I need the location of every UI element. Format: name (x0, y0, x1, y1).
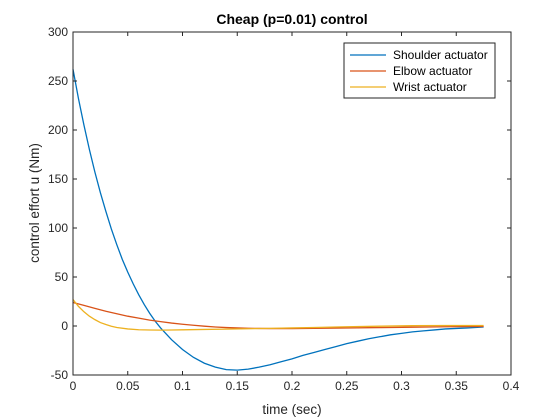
ticks-layer: 0 0.05 0.1 0.15 0.2 0.25 0.3 0.35 0.4-5005010015… (48, 25, 520, 393)
y-axis-label: control effort u (Nm) (27, 143, 42, 263)
x-tick-label: 0 (70, 379, 77, 393)
series-line-3 (72, 299, 484, 331)
y-tick-label: 250 (48, 74, 68, 88)
x-tick-label: 0.4 (503, 379, 520, 393)
y-tick-label: 50 (55, 270, 69, 284)
x-tick-label: 0.15 (226, 379, 250, 393)
x-tick-label: 0.2 (284, 379, 301, 393)
x-tick-label: 0.1 (174, 379, 191, 393)
y-tick-label: -50 (51, 368, 69, 382)
y-tick-label: 150 (48, 172, 68, 186)
y-tick-label: 0 (61, 319, 68, 333)
y-tick-label: 300 (48, 25, 68, 39)
series-line-2 (72, 301, 484, 330)
x-tick-label: 0.35 (445, 379, 469, 393)
x-tick-label: 0.05 (116, 379, 140, 393)
series-layer (72, 69, 484, 371)
x-tick-label: 0.25 (335, 379, 359, 393)
series-line-1 (72, 69, 484, 371)
legend-box (343, 42, 496, 99)
x-tick-label: 0.3 (393, 379, 410, 393)
y-tick-label: 100 (48, 221, 68, 235)
legend-label-1: Shoulder actuator (393, 48, 488, 62)
legend-label-3: Wrist actuator (393, 80, 467, 94)
y-tick-label: 200 (48, 123, 68, 137)
chart-title: Cheap (p=0.01) control (216, 11, 367, 27)
legend: Shoulder actuator Elbow actuator Wrist act… (343, 42, 496, 99)
legend-label-2: Elbow actuator (393, 64, 472, 78)
x-axis-label: time (sec) (262, 402, 321, 417)
